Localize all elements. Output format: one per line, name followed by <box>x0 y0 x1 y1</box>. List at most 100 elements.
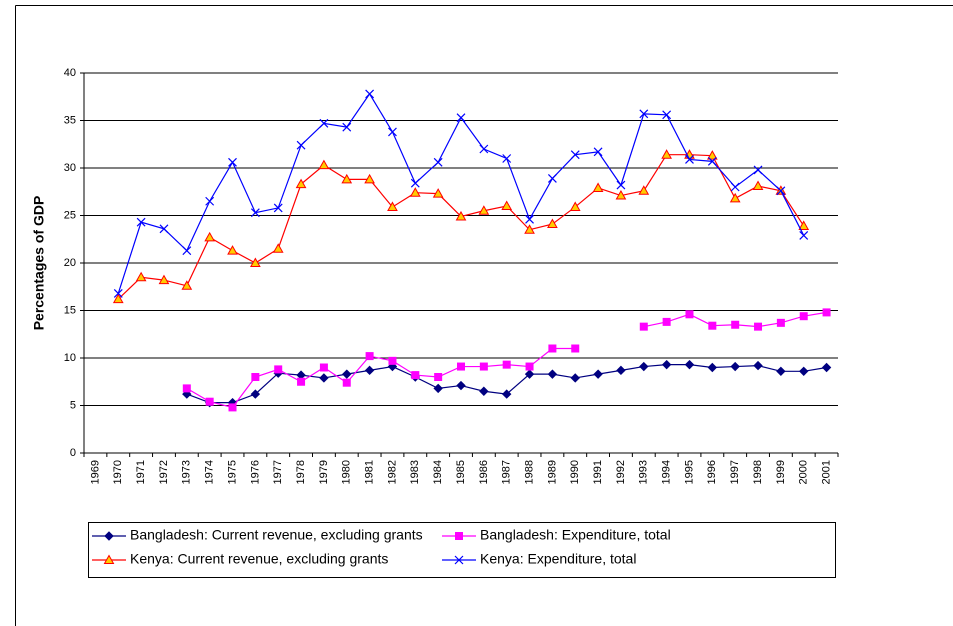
x-tick-label: 1991 <box>592 460 604 484</box>
x-tick-label: 1993 <box>638 460 650 484</box>
marker <box>297 377 306 386</box>
x-tick-label: 1997 <box>729 460 741 484</box>
marker <box>205 397 214 406</box>
legend-label: Bangladesh: Expenditure, total <box>480 527 671 543</box>
x-tick-label: 1989 <box>546 460 558 484</box>
x-tick-label: 1999 <box>775 460 787 484</box>
marker <box>799 312 808 321</box>
marker <box>661 149 672 159</box>
marker <box>592 182 604 192</box>
marker <box>182 246 192 256</box>
marker <box>524 369 535 379</box>
marker <box>456 113 466 123</box>
x-tick-label: 1996 <box>706 460 718 484</box>
marker <box>251 373 260 381</box>
marker <box>341 173 353 184</box>
marker <box>159 224 169 234</box>
marker <box>409 187 421 197</box>
marker <box>205 196 215 206</box>
marker <box>135 271 147 282</box>
marker <box>707 362 718 373</box>
marker <box>112 293 124 304</box>
x-tick-label: 1977 <box>272 460 284 484</box>
marker <box>524 224 535 234</box>
marker <box>776 318 785 327</box>
marker <box>388 356 397 365</box>
x-tick-label: 1978 <box>295 460 307 484</box>
x-tick-label: 1973 <box>181 460 193 484</box>
marker <box>454 555 464 565</box>
marker <box>273 203 283 213</box>
marker <box>821 362 832 373</box>
marker <box>638 185 650 195</box>
marker <box>753 165 763 175</box>
marker <box>228 403 237 412</box>
marker <box>525 362 534 371</box>
x-tick-label: 1979 <box>318 460 330 484</box>
marker <box>387 201 398 211</box>
marker <box>411 371 420 380</box>
marker <box>754 322 763 331</box>
x-tick-label: 1985 <box>455 460 467 484</box>
x-tick-label: 1980 <box>341 460 353 484</box>
y-tick-label: 0 <box>70 447 76 459</box>
marker <box>729 192 741 203</box>
marker <box>639 109 649 119</box>
marker <box>457 362 465 371</box>
marker <box>615 190 627 200</box>
marker <box>479 144 489 154</box>
x-tick-label: 1995 <box>683 460 695 484</box>
x-tick-label: 1976 <box>249 460 261 484</box>
marker <box>752 180 764 191</box>
marker <box>432 188 444 198</box>
marker <box>272 243 284 253</box>
marker <box>479 386 489 396</box>
marker <box>502 154 512 163</box>
x-tick-label: 1971 <box>135 460 147 484</box>
marker <box>364 173 375 184</box>
marker <box>158 274 170 285</box>
x-tick-label: 1982 <box>386 460 398 484</box>
marker <box>364 365 375 376</box>
marker <box>593 369 603 379</box>
y-tick-label: 25 <box>64 209 76 221</box>
marker <box>662 317 671 326</box>
marker <box>547 174 557 183</box>
marker <box>799 366 809 377</box>
legend-label: Kenya: Current revenue, excluding grants <box>130 551 388 567</box>
marker <box>569 201 581 211</box>
x-tick-label: 1990 <box>569 460 581 484</box>
marker <box>731 320 740 329</box>
marker <box>410 178 420 188</box>
marker <box>662 110 672 120</box>
marker <box>799 231 809 240</box>
marker <box>342 122 352 132</box>
marker <box>104 531 114 541</box>
marker <box>181 280 193 290</box>
marker <box>182 384 191 393</box>
x-tick-label: 1986 <box>478 460 490 484</box>
y-axis-title: Percentages of GDP <box>31 196 47 331</box>
marker <box>455 532 463 540</box>
marker <box>570 373 580 383</box>
marker <box>456 380 466 391</box>
marker <box>250 208 260 218</box>
marker <box>501 389 512 399</box>
x-tick-label: 1994 <box>661 460 673 484</box>
marker <box>616 180 626 190</box>
marker <box>136 217 146 227</box>
marker <box>706 150 718 160</box>
marker <box>296 140 306 150</box>
x-tick-label: 1974 <box>204 460 216 484</box>
x-tick-label: 1981 <box>364 460 376 484</box>
marker <box>661 359 672 370</box>
x-tick-label: 1998 <box>752 460 764 484</box>
marker <box>525 214 534 224</box>
marker <box>548 344 557 353</box>
y-tick-label: 10 <box>64 352 76 364</box>
marker <box>502 360 511 369</box>
y-tick-label: 15 <box>64 304 76 316</box>
marker <box>685 310 694 319</box>
series-line <box>117 154 805 300</box>
